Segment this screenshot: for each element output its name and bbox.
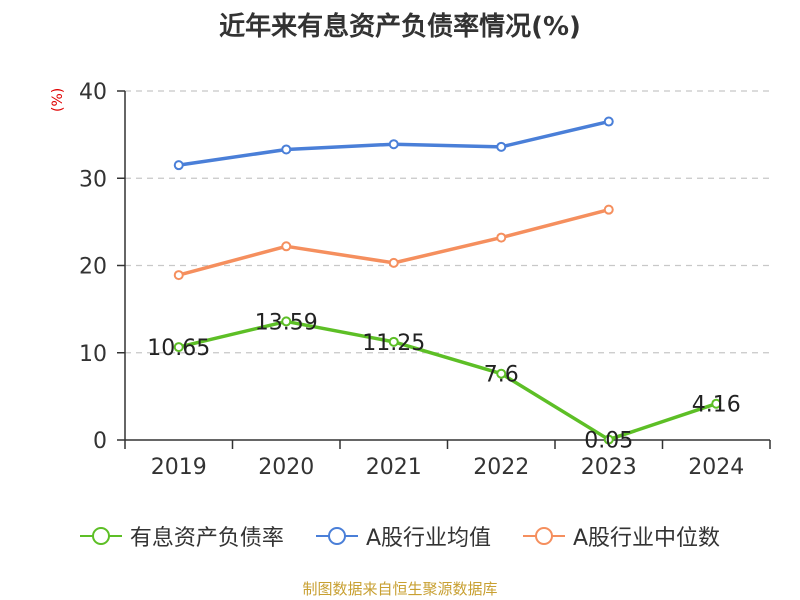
data-point: [711, 398, 722, 409]
data-point: [173, 270, 184, 281]
x-tick-label: 2024: [688, 455, 744, 480]
data-point: [388, 257, 399, 268]
legend-item-debt-ratio[interactable]: 有息资产负债率: [79, 520, 284, 552]
x-tick-label: 2020: [258, 455, 314, 480]
data-point: [173, 342, 184, 353]
data-point: [388, 139, 399, 150]
legend-label: 有息资产负债率: [129, 526, 284, 551]
legend-marker-icon: [523, 526, 565, 546]
y-tick-label: 30: [79, 167, 107, 192]
legend-label: A股行业中位数: [573, 526, 721, 551]
data-label: 10.65: [147, 336, 210, 361]
data-label: 11.25: [362, 331, 425, 356]
y-tick-label: 0: [93, 429, 107, 454]
legend-item-industry-median[interactable]: A股行业中位数: [523, 520, 720, 552]
legend-marker-icon: [79, 526, 122, 546]
data-source-note: 制图数据来自恒生聚源数据库: [302, 580, 498, 598]
legend-item-industry-mean[interactable]: A股行业均值: [315, 520, 491, 552]
legend: 有息资产负债率 A股行业均值 A股行业中位数: [0, 520, 800, 552]
data-point: [496, 141, 507, 152]
data-point: [173, 160, 184, 171]
x-tick-label: 2023: [581, 455, 637, 480]
y-tick-label: 20: [79, 255, 107, 280]
data-label: 4.16: [692, 393, 741, 418]
x-tick-label: 2022: [473, 455, 529, 480]
data-label: 13.59: [255, 310, 318, 335]
y-tick-label: 40: [79, 80, 107, 105]
x-tick-label: 2019: [151, 455, 207, 480]
data-point: [281, 316, 292, 327]
data-point: [603, 434, 614, 445]
series-line: [178, 319, 717, 442]
data-point: [496, 368, 507, 379]
data-label: 7.6: [484, 363, 519, 388]
data-point: [496, 232, 507, 243]
data-point: [281, 241, 292, 252]
data-label: 0.05: [584, 429, 633, 454]
data-point: [281, 144, 292, 155]
y-tick-label: 10: [79, 342, 107, 367]
chart-title: 近年来有息资产负债率情况(%): [219, 12, 581, 42]
legend-marker-icon: [315, 526, 358, 546]
x-tick-label: 2021: [366, 455, 422, 480]
legend-label: A股行业均值: [365, 526, 491, 551]
data-point: [388, 336, 399, 347]
data-point: [603, 116, 614, 127]
data-point: [603, 204, 614, 215]
